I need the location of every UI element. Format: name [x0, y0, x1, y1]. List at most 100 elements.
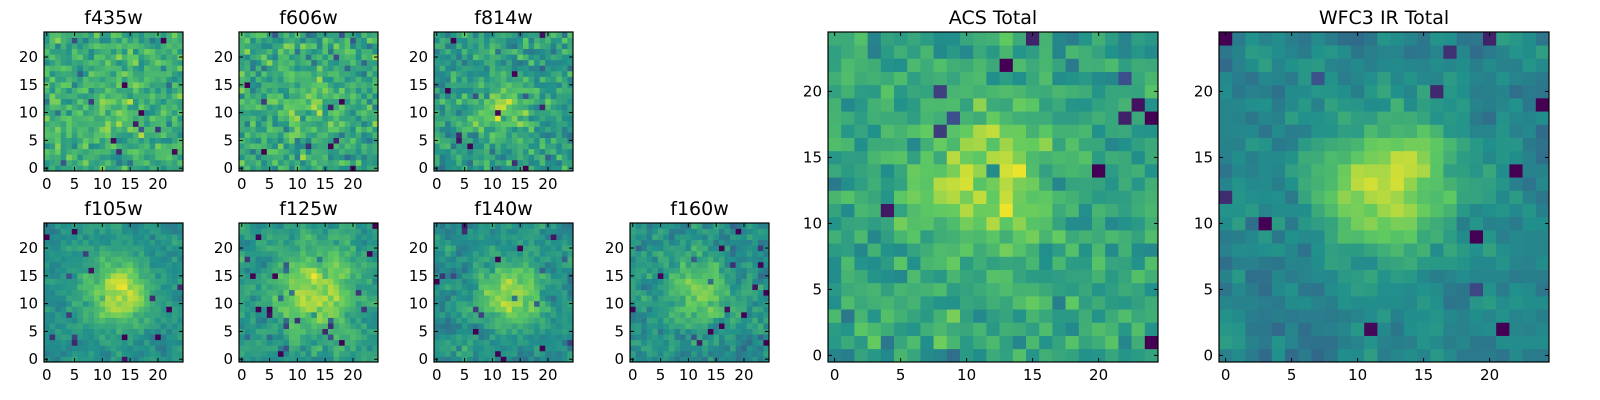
heatmap-cell	[550, 345, 557, 352]
heatmap-cell	[60, 345, 67, 352]
y-tick-label: 15	[19, 76, 38, 94]
heatmap-cell	[99, 93, 106, 100]
heatmap-cell	[322, 65, 329, 72]
heatmap-cell	[746, 339, 753, 346]
heatmap-cell	[461, 98, 468, 105]
heatmap-cell	[450, 261, 457, 268]
heatmap-cell	[707, 289, 714, 296]
heatmap-cell	[160, 93, 167, 100]
heatmap-cell	[691, 356, 698, 363]
heatmap-cell	[867, 348, 882, 363]
heatmap-cell	[144, 143, 150, 150]
heatmap-cell	[741, 295, 748, 302]
heatmap-cell	[272, 345, 279, 352]
heatmap-cell	[522, 120, 529, 127]
heatmap-cell	[735, 239, 742, 246]
heatmap-cell	[116, 323, 123, 329]
heatmap-cell	[132, 228, 139, 235]
heatmap-cell	[160, 109, 167, 116]
heatmap-cell	[741, 323, 748, 329]
heatmap-cell	[1026, 190, 1040, 204]
heatmap-cell	[121, 250, 128, 257]
heatmap-cell	[149, 137, 156, 144]
heatmap-cell	[763, 250, 770, 257]
heatmap-cell	[250, 132, 257, 138]
heatmap-cell	[366, 289, 373, 296]
heatmap-cell	[713, 350, 720, 357]
heatmap-cell	[132, 87, 139, 94]
heatmap-cell	[933, 309, 948, 323]
heatmap-cell	[522, 76, 529, 83]
heatmap-cell	[366, 334, 373, 341]
heatmap-cell	[166, 350, 173, 357]
heatmap-cell	[166, 93, 173, 100]
heatmap-cell	[289, 82, 295, 88]
heatmap-cell	[66, 317, 73, 324]
heatmap-cell	[244, 345, 251, 352]
heatmap-cell	[1078, 177, 1093, 191]
heatmap-cell	[155, 148, 162, 155]
heatmap-cell	[1039, 190, 1053, 204]
heatmap-cell	[166, 154, 173, 161]
heatmap-cell	[372, 289, 379, 296]
heatmap-cell	[652, 295, 659, 302]
heatmap-cell	[294, 132, 301, 138]
heatmap-cell	[316, 159, 323, 166]
heatmap-cell	[489, 143, 496, 150]
heatmap-cell	[668, 323, 675, 329]
heatmap-cell	[239, 159, 245, 166]
heatmap-cell	[828, 348, 842, 363]
heatmap-cell	[495, 76, 502, 83]
heatmap-cell	[1092, 256, 1106, 270]
heatmap-cell	[439, 70, 446, 77]
heatmap-cell	[735, 300, 742, 307]
heatmap-cell	[534, 70, 540, 77]
heatmap-cell	[71, 250, 78, 257]
heatmap-cell	[110, 250, 117, 257]
heatmap-cell	[255, 234, 262, 241]
heatmap-cell	[641, 306, 648, 313]
heatmap-cell	[652, 245, 659, 252]
heatmap-cell	[372, 76, 379, 83]
heatmap-cell	[355, 223, 362, 229]
heatmap-cell	[144, 284, 150, 291]
heatmap-cell	[127, 328, 134, 335]
heatmap-cell	[60, 109, 67, 116]
heatmap-cell	[272, 278, 279, 285]
heatmap-cell	[550, 115, 557, 122]
heatmap-cell	[88, 239, 95, 246]
heatmap-cell	[539, 165, 546, 172]
heatmap-cell	[724, 278, 731, 285]
heatmap-cell	[567, 256, 574, 263]
heatmap-cell	[685, 323, 692, 329]
heatmap-cell	[946, 230, 961, 244]
heatmap-cell	[255, 126, 262, 133]
heatmap-cell	[867, 164, 882, 178]
heatmap-cell	[272, 289, 279, 296]
heatmap-cell	[250, 261, 257, 268]
heatmap-cell	[60, 43, 67, 50]
heatmap-cell	[344, 350, 351, 357]
heatmap-cell	[461, 137, 468, 144]
heatmap-cell	[94, 228, 100, 235]
heatmap-cell	[160, 306, 167, 313]
heatmap-cell	[691, 261, 698, 268]
heatmap-cell	[177, 104, 184, 111]
heatmap-cell	[121, 70, 128, 77]
heatmap-cell	[277, 350, 284, 357]
heatmap-cell	[44, 37, 50, 44]
heatmap-cell	[160, 165, 167, 172]
heatmap-cell	[657, 300, 664, 307]
heatmap-cell	[339, 165, 345, 172]
heatmap-cell	[366, 356, 373, 363]
heatmap-cell	[311, 256, 318, 263]
heatmap-cell	[434, 239, 440, 246]
heatmap-cell	[500, 115, 507, 122]
heatmap-cell	[1144, 177, 1159, 191]
heatmap-cell	[854, 335, 868, 350]
heatmap-cell	[289, 48, 295, 55]
heatmap-cell	[730, 234, 736, 241]
heatmap-cell	[355, 245, 362, 252]
heatmap-cell	[567, 98, 574, 105]
heatmap-cell	[272, 126, 279, 133]
